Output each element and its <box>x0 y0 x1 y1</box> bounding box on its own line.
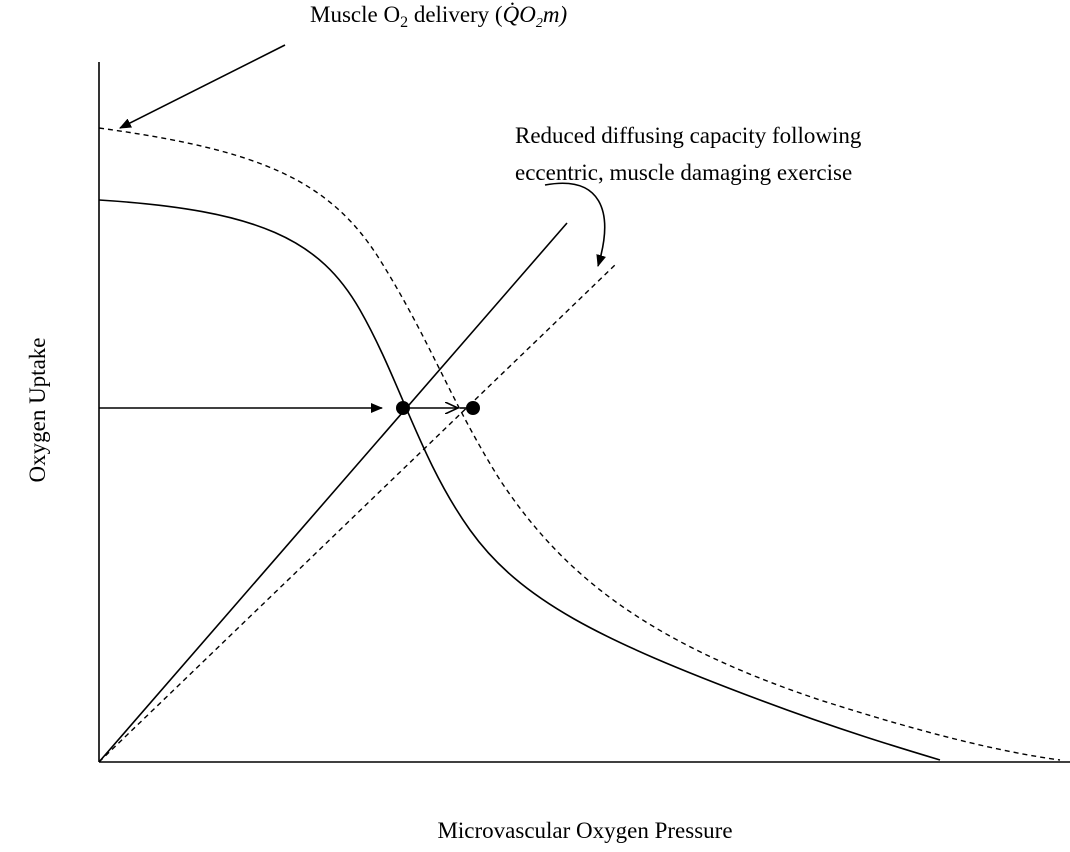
annotation: Muscle O2 delivery (Q̇O2m) <box>310 2 567 31</box>
y-axis-label: Oxygen Uptake <box>25 338 50 483</box>
dashed-line <box>98 264 616 763</box>
annotation: eccentric, muscle damaging exercise <box>515 160 852 185</box>
dot <box>466 401 480 415</box>
dot <box>396 401 410 415</box>
annotation: Reduced diffusing capacity following <box>515 123 862 148</box>
solid-line <box>98 222 568 763</box>
arrow <box>119 44 286 129</box>
x-axis-label: Microvascular Oxygen Pressure <box>437 818 732 843</box>
solid-curve <box>98 199 941 761</box>
curved-arrow <box>544 182 606 267</box>
dashed-curve <box>98 127 1061 761</box>
